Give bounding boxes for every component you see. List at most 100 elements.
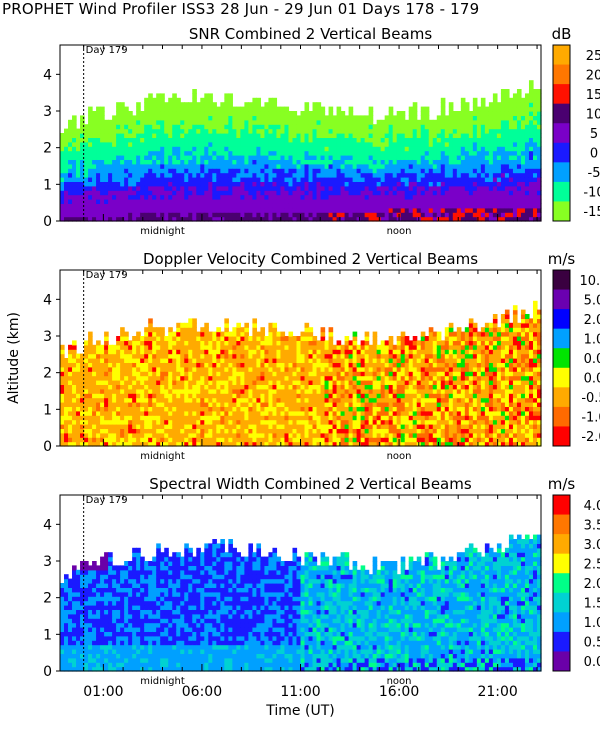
colorbar-label: -10 [583, 186, 600, 201]
y-tick-label: 2 [43, 366, 52, 382]
y-tick-label: 1 [43, 177, 52, 193]
colorbar-swatch [553, 162, 570, 183]
y-tick-label: 2 [43, 141, 52, 157]
y-tick-label: 4 [43, 292, 52, 308]
colorbar-frame [552, 44, 571, 222]
y-tick-label: 3 [43, 329, 52, 345]
y-tick-label: 2 [43, 591, 52, 607]
page-title: PROPHET Wind Profiler ISS3 28 Jun - 29 J… [2, 0, 480, 18]
colorbar-label: 2.0 [584, 577, 600, 592]
colorbar-label: 0.0 [584, 372, 600, 387]
colorbar-swatch [553, 426, 570, 447]
y-axis-label: Altitude (km) [6, 312, 22, 404]
x-tick-label: 16:00 [379, 684, 419, 700]
colorbar-unit: dB [552, 25, 572, 43]
x-tick-label: 21:00 [477, 684, 517, 700]
colorbar-swatch [553, 142, 570, 163]
colorbar-label: 2.0 [584, 313, 600, 328]
time-annotation: noon [387, 451, 412, 462]
day-marker-label: Day 179 [86, 45, 128, 56]
time-annotation: noon [387, 676, 412, 687]
colorbar-label: 1.0 [584, 616, 600, 631]
colorbar-label: 20 [586, 68, 600, 83]
colorbar-unit: m/s [548, 475, 576, 493]
colorbar-frame [552, 269, 571, 447]
y-tick-label: 4 [43, 67, 52, 83]
panel-3: Spectral Width Combined 2 Vertical Beams… [43, 475, 600, 719]
colorbar-label: 3.5 [584, 518, 600, 533]
colorbar-swatch [553, 534, 570, 555]
colorbar-unit: m/s [548, 250, 576, 268]
panel-title: Spectral Width Combined 2 Vertical Beams [149, 475, 472, 493]
colorbar-swatch [553, 553, 570, 574]
colorbar-label: 1.5 [584, 597, 600, 612]
y-tick-label: 0 [43, 439, 52, 455]
colorbar-swatch [553, 309, 570, 330]
colorbar-swatch [553, 631, 570, 652]
colorbar-label: 10 [586, 107, 600, 122]
y-tick-label: 3 [43, 104, 52, 120]
y-tick-label: 1 [43, 627, 52, 643]
colorbar-label: 0.0 [584, 352, 600, 367]
colorbar-label: 25 [586, 49, 600, 64]
colorbar-swatch [553, 592, 570, 613]
colorbar-swatch [553, 495, 570, 516]
colorbar-label: 0.0 [584, 655, 600, 670]
day-marker-label: Day 179 [86, 270, 128, 281]
y-tick-label: 4 [43, 517, 52, 533]
colorbar-label: -5 [588, 166, 600, 181]
x-tick-label: 01:00 [83, 684, 123, 700]
colorbar-swatch [553, 573, 570, 594]
colorbar-label: 4.0 [584, 499, 600, 514]
panel-title: SNR Combined 2 Vertical Beams [189, 25, 432, 43]
heatmap-field [60, 534, 542, 672]
colorbar-label: -1.0 [581, 411, 600, 426]
colorbar: 4.0 3.5 3.0 2.5 2.0 1.5 1.0 0.5 0.0 [552, 494, 600, 672]
colorbar-label: 5 [590, 127, 598, 142]
colorbar-swatch [553, 387, 570, 408]
colorbar-swatch [553, 123, 570, 144]
colorbar-label: -0.5 [581, 391, 600, 406]
time-annotation: noon [387, 226, 412, 237]
time-annotation: midnight [140, 676, 185, 687]
colorbar-label: -2.0 [581, 430, 600, 445]
colorbar: 25 20 15 10 5 0 -5 -10 -15 [552, 44, 600, 222]
x-tick-label: 06:00 [182, 684, 222, 700]
x-axis-label: Time (UT) [265, 703, 334, 719]
panel-1: SNR Combined 2 Vertical Beams dB 0 1 2 3 4 Day … [43, 25, 600, 237]
heatmap-field [60, 300, 542, 447]
colorbar-label: 0.5 [584, 636, 600, 651]
colorbar-swatch [553, 367, 570, 388]
colorbar-swatch [553, 651, 570, 672]
y-tick-label: 0 [43, 214, 52, 230]
colorbar: 10.0 5.0 2.0 1.0 0.0 0.0 -0.5 -1.0 -2.0 [552, 269, 600, 447]
colorbar-swatch [553, 103, 570, 124]
y-tick-label: 0 [43, 664, 52, 680]
colorbar-swatch [553, 64, 570, 85]
time-annotation: midnight [140, 226, 185, 237]
colorbar-label: 15 [586, 88, 600, 103]
panel-title: Doppler Velocity Combined 2 Vertical Bea… [143, 250, 478, 268]
colorbar-swatch [553, 181, 570, 202]
colorbar-swatch [553, 201, 570, 222]
colorbar-swatch [553, 84, 570, 105]
y-tick-label: 3 [43, 554, 52, 570]
colorbar-label: 5.0 [584, 293, 600, 308]
colorbar-swatch [553, 328, 570, 349]
colorbar-label: 0 [590, 147, 598, 162]
colorbar-swatch [553, 514, 570, 535]
panel-2: Doppler Velocity Combined 2 Vertical Bea… [6, 250, 600, 462]
x-tick-label: 11:00 [280, 684, 320, 700]
colorbar-label: 10.0 [580, 274, 600, 289]
colorbar-swatch [553, 348, 570, 369]
day-marker-label: Day 179 [86, 495, 128, 506]
colorbar-label: 1.0 [584, 332, 600, 347]
colorbar-swatch [553, 406, 570, 427]
y-tick-label: 1 [43, 402, 52, 418]
heatmap-field [60, 80, 542, 222]
colorbar-swatch [553, 289, 570, 310]
colorbar-swatch [553, 45, 570, 66]
colorbar-swatch [553, 270, 570, 291]
colorbar-label: 3.0 [584, 538, 600, 553]
